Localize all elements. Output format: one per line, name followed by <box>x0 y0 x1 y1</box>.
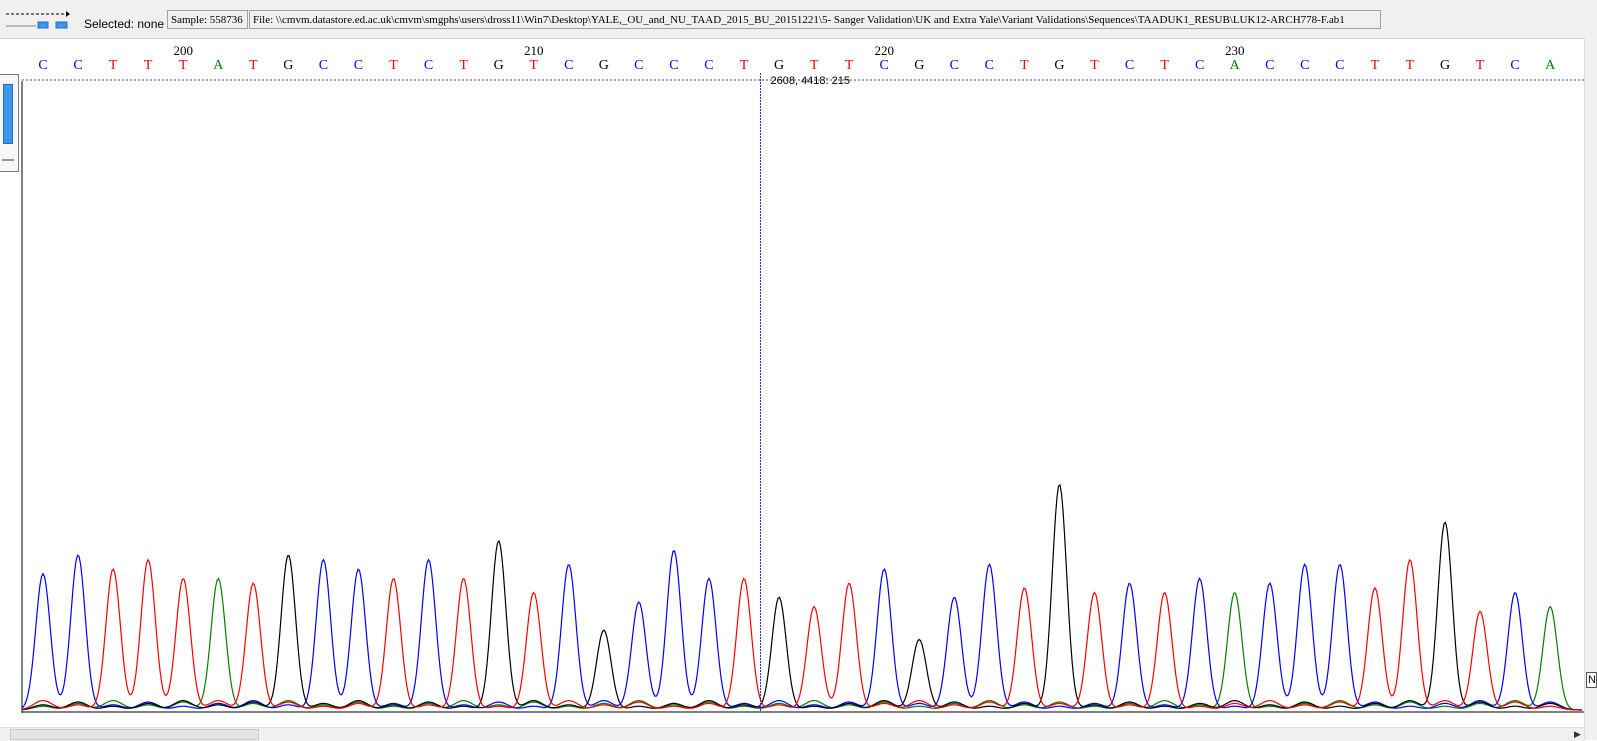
trace-t <box>21 558 1582 711</box>
base-call: C <box>564 58 573 73</box>
position-label: 230 <box>1225 43 1245 58</box>
file-path-readout: File: \\cmvm.datastore.ed.ac.uk\cmvm\smg… <box>249 10 1381 29</box>
horizontal-scroll-thumb[interactable] <box>10 729 259 740</box>
base-call: C <box>1125 58 1134 73</box>
base-call: G <box>774 58 784 73</box>
chromatogram-view[interactable]: 200 210 220 230 C C T T T A T G C C T C T G T C G C C C T G T T C G C C… <box>0 38 1584 727</box>
base-call: C <box>1335 58 1344 73</box>
trace-a <box>21 577 1582 711</box>
base-call: G <box>914 58 924 73</box>
base-call: T <box>845 58 854 73</box>
base-call: C <box>38 58 47 73</box>
base-call: G <box>1440 58 1450 73</box>
vertical-scrollbar[interactable] <box>1584 38 1597 740</box>
base-call: T <box>1406 58 1415 73</box>
base-call: A <box>1545 58 1556 73</box>
base-call: T <box>459 58 468 73</box>
base-call: C <box>634 58 643 73</box>
base-call: T <box>1371 58 1380 73</box>
base-call: C <box>704 58 713 73</box>
trace-g <box>21 483 1582 711</box>
base-call: G <box>1054 58 1064 73</box>
base-call: C <box>880 58 889 73</box>
base-call: T <box>1160 58 1169 73</box>
base-call: T <box>179 58 188 73</box>
scale-tick <box>2 159 14 161</box>
base-call: C <box>1300 58 1309 73</box>
sample-readout: Sample: 558736 <box>167 10 248 29</box>
zoom-slider[interactable] <box>4 8 70 32</box>
base-call: G <box>283 58 293 73</box>
base-call: C <box>1510 58 1519 73</box>
base-call: C <box>73 58 82 73</box>
horizontal-scrollbar[interactable]: ▶ <box>0 727 1584 741</box>
base-call: T <box>144 58 153 73</box>
base-call: C <box>1195 58 1204 73</box>
base-call: C <box>319 58 328 73</box>
cursor-readout: 2608, 4418: 215 <box>770 75 850 87</box>
base-call: T <box>249 58 258 73</box>
base-call: T <box>1090 58 1099 73</box>
base-call: T <box>740 58 749 73</box>
selection-status: Selected: none <box>84 17 165 31</box>
base-call: C <box>669 58 678 73</box>
vertical-scale-slider[interactable] <box>0 74 19 172</box>
base-call: C <box>950 58 959 73</box>
scroll-right-arrow-icon[interactable]: ▶ <box>1574 729 1581 739</box>
base-call: T <box>109 58 118 73</box>
vertical-scale-thumb[interactable] <box>3 84 13 144</box>
base-call: T <box>1020 58 1029 73</box>
position-label: 200 <box>173 43 193 58</box>
base-call: C <box>424 58 433 73</box>
position-label: 210 <box>524 43 544 58</box>
toolbar: Selected: none Sample: 558736 File: \\cm… <box>0 0 1597 39</box>
base-call: C <box>1265 58 1274 73</box>
base-call: T <box>389 58 398 73</box>
position-label: 220 <box>874 43 894 58</box>
base-call: T <box>1476 58 1485 73</box>
base-call: G <box>494 58 504 73</box>
base-call: T <box>810 58 819 73</box>
corner-label: N <box>1586 672 1597 688</box>
base-call: C <box>354 58 363 73</box>
base-call: C <box>985 58 994 73</box>
base-call: A <box>1230 58 1241 73</box>
base-call: T <box>529 58 538 73</box>
base-call: A <box>213 58 224 73</box>
base-call: G <box>599 58 609 73</box>
